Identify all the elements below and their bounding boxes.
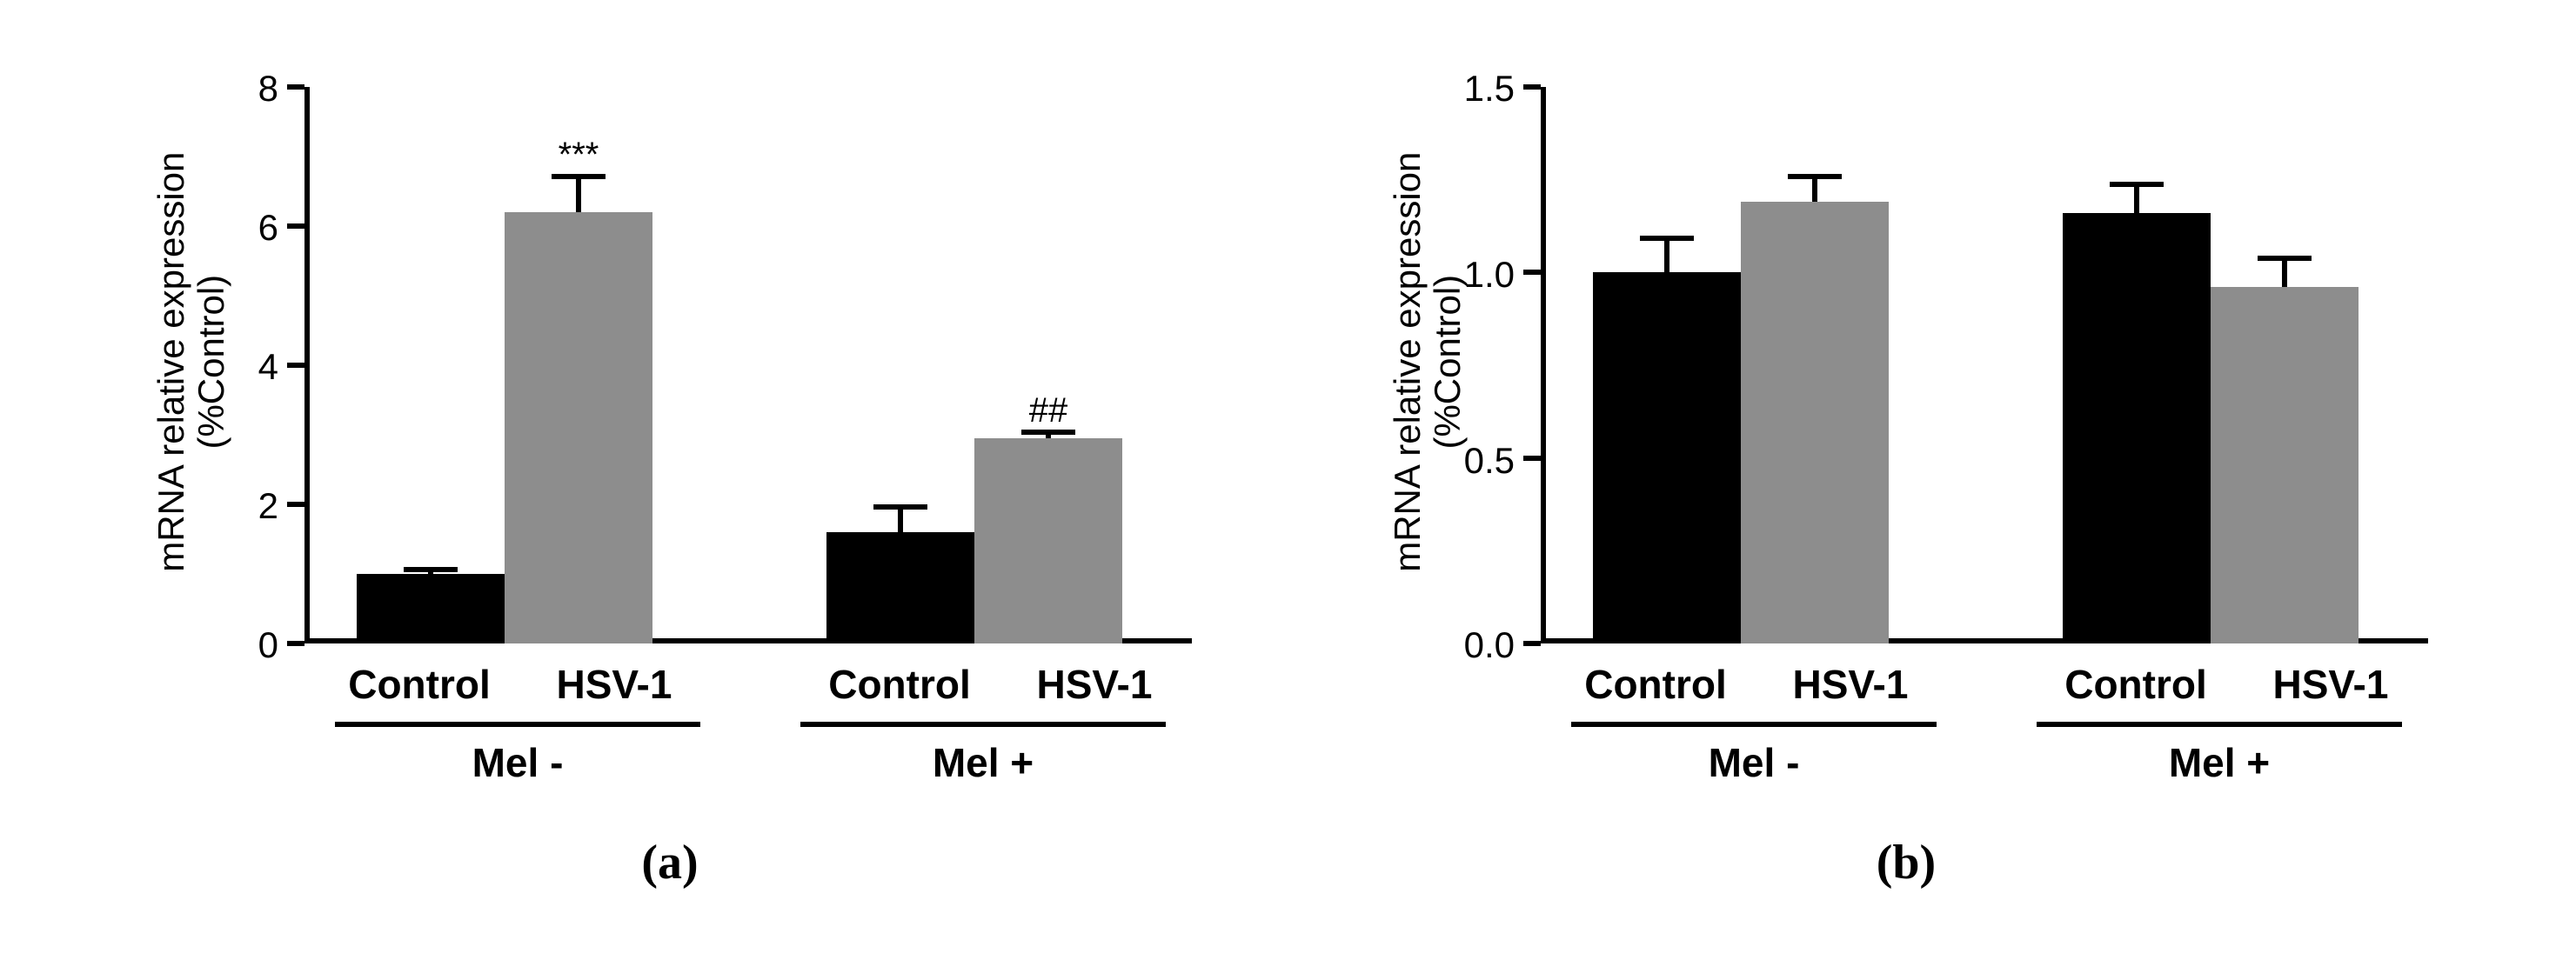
ytick — [287, 502, 304, 507]
panel-a: mRNA relative expression (%Control) 8 6 … — [70, 35, 1270, 960]
y-axis-title: mRNA relative expression (%Control) — [151, 101, 231, 623]
ytick-label: 2 — [235, 485, 278, 527]
ytick-label: 0.0 — [1445, 624, 1515, 666]
ytick-label: 0 — [235, 624, 278, 666]
error-cap — [2110, 182, 2164, 187]
error-bar — [576, 177, 581, 212]
y-title-line1: mRNA relative expression — [1387, 152, 1428, 572]
group-underline — [800, 722, 1166, 727]
chart-a-area: mRNA relative expression (%Control) 8 6 … — [104, 35, 1235, 817]
x-labels-row: Control HSV-1 Control HSV-1 — [1558, 661, 2428, 708]
ytick — [287, 641, 304, 646]
y-title-line2: (%Control) — [1427, 275, 1468, 450]
group-label-mel-plus: Mel + — [2037, 739, 2402, 786]
ytick — [1523, 270, 1541, 275]
error-bar — [898, 508, 903, 532]
significance-stars: *** — [531, 136, 626, 175]
ytick — [1523, 84, 1541, 90]
panel-b: mRNA relative expression (%Control) 1.5 … — [1306, 35, 2506, 960]
error-cap — [1640, 236, 1694, 241]
x-label: HSV-1 — [1755, 661, 1946, 708]
x-label: Control — [1560, 661, 1751, 708]
ytick-label: 8 — [235, 68, 278, 110]
chart-b-area: mRNA relative expression (%Control) 1.5 … — [1341, 35, 2472, 817]
ytick-label: 1.0 — [1445, 254, 1515, 296]
x-label: HSV-1 — [519, 661, 710, 708]
error-bar — [2134, 185, 2139, 213]
error-cap — [873, 504, 927, 510]
figure-container: mRNA relative expression (%Control) 8 6 … — [0, 0, 2576, 960]
group-label-mel-minus: Mel - — [1571, 739, 1937, 786]
y-axis-title: mRNA relative expression (%Control) — [1388, 101, 1468, 623]
y-title-line1: mRNA relative expression — [151, 152, 191, 572]
group-underline — [2037, 722, 2402, 727]
panel-tag-b: (b) — [1877, 835, 1936, 890]
bar-b-mel-minus-control — [1593, 272, 1741, 643]
panel-tag-a: (a) — [641, 835, 698, 890]
ytick-label: 0.5 — [1445, 440, 1515, 482]
bar-b-mel-plus-control — [2063, 213, 2211, 643]
bar-a-mel-plus-control — [826, 532, 974, 643]
bar-b-mel-minus-hsv1 — [1741, 202, 1889, 643]
ytick-label: 1.5 — [1445, 68, 1515, 110]
error-bar — [1664, 239, 1669, 272]
group-label-mel-plus: Mel + — [800, 739, 1166, 786]
ytick-label: 4 — [235, 346, 278, 388]
bar-a-mel-minus-control — [357, 574, 505, 643]
ytick — [287, 363, 304, 368]
ytick — [287, 223, 304, 229]
ytick — [1523, 641, 1541, 646]
y-title-line2: (%Control) — [191, 275, 231, 450]
x-labels-row: Control HSV-1 Control HSV-1 — [322, 661, 1192, 708]
error-cap — [2258, 256, 2312, 261]
error-bar — [2282, 259, 2287, 287]
x-label: Control — [804, 661, 995, 708]
group-underline — [335, 722, 700, 727]
x-label: HSV-1 — [999, 661, 1190, 708]
error-bar — [1812, 177, 1817, 202]
group-underline — [1571, 722, 1937, 727]
x-label: Control — [2040, 661, 2231, 708]
error-cap — [404, 567, 458, 572]
ytick — [287, 84, 304, 90]
error-cap — [1788, 174, 1842, 179]
ytick-label: 6 — [235, 207, 278, 249]
significance-hashes: ## — [1005, 391, 1092, 430]
bar-a-mel-minus-hsv1 — [505, 212, 652, 643]
bar-b-mel-plus-hsv1 — [2211, 287, 2359, 643]
x-label: HSV-1 — [2235, 661, 2426, 708]
bar-a-mel-plus-hsv1 — [974, 438, 1122, 643]
group-label-mel-minus: Mel - — [335, 739, 700, 786]
x-label: Control — [324, 661, 515, 708]
ytick — [1523, 456, 1541, 461]
